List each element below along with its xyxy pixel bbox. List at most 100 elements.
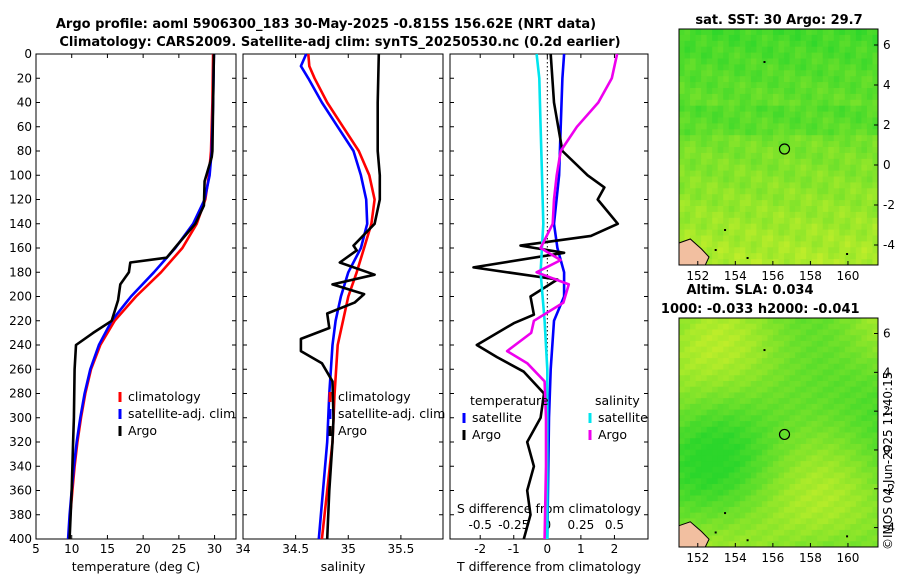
map_sst-heatmap-cell [717,247,724,254]
map_sla-heatmap-cell [723,443,730,451]
map_sst-heatmap-cell [734,111,741,118]
map_sst-heatmap-cell [800,147,807,154]
map_sla-heatmap-cell [866,375,873,382]
map_sst-heatmap-cell [706,200,713,207]
map_sst-heatmap-cell [750,52,757,59]
map_sst-heatmap-cell [712,229,719,236]
map_sla-heatmap-cell [701,409,708,416]
map_sst-heatmap-cell [706,99,713,107]
map_sla-heatmap-cell [712,421,719,428]
map_sst-heatmap-cell [734,158,741,166]
map_sst-heatmap-cell [789,182,796,189]
map_sla-heatmap-cell [772,352,779,359]
map_sla-heatmap-cell [855,518,862,525]
map_sst-heatmap-cell [817,93,824,101]
map_sla-heatmap-cell [795,386,802,393]
map_sla-heatmap-cell [828,466,835,473]
map_sla-heatmap-cell [861,421,868,428]
map_sla-heatmap-cell [750,346,757,353]
map_sst-heatmap-cell [695,188,702,195]
map_sla-heatmap-cell [844,438,851,445]
map_sst-heatmap-cell [750,88,757,95]
map_sla-heatmap-cell [695,495,702,502]
map_sst-heatmap-cell [717,76,724,83]
map_sla-heatmap-cell [745,380,752,388]
map_sst-heatmap-cell [695,82,702,89]
map_sla-heatmap-cell [723,386,730,393]
map_sla-heatmap-cell [811,346,818,353]
difference-legend-label: satellite [472,410,522,425]
map_sst-heatmap-cell [767,211,774,219]
map_sla-heatmap-cell [833,529,840,536]
map_sla-heatmap-cell [806,346,813,353]
map_sla-heatmap-cell [855,506,862,514]
map_sst-heatmap-cell [739,52,746,59]
map_sst-heatmap-cell [701,123,708,130]
map_sst-heatmap-cell [739,34,746,42]
map_sla-heatmap-cell [734,478,741,485]
map_sst-heatmap-cell [767,194,774,201]
map_sla-heatmap-cell [684,346,691,353]
map_sla-heatmap-cell [784,449,790,456]
depth-tick-label: 360 [9,484,32,498]
map_sst-heatmap-cell [739,111,746,118]
map_sla-heatmap-cell [695,346,702,353]
map_sla-heatmap-cell [855,449,862,456]
map_sst-heatmap-cell [850,64,857,71]
map_sla-heatmap-cell [706,380,713,388]
map_sla-heatmap-cell [679,489,685,496]
map_sla-heatmap-cell [712,506,719,514]
map_sst-heatmap-cell [844,88,851,95]
map_sst-heatmap-cell [839,147,846,154]
map_sla-heatmap-cell [706,323,713,330]
map_sst-heatmap-cell [828,29,835,36]
map_sst-heatmap-cell [806,123,813,130]
map_sla-heatmap-cell [684,380,691,388]
map_sla-heatmap-cell [761,438,768,445]
map_sla-heatmap-cell [750,484,757,491]
map_sst-heatmap-cell [806,247,813,254]
map_sla-heatmap-cell [739,358,746,365]
map_sst-heatmap-cell [690,147,696,154]
map_sst-heatmap-cell [866,223,873,230]
map_sla-heatmap-cell [756,380,763,388]
map_sla-heatmap-cell [684,375,691,382]
map_sst-heatmap-cell [695,99,702,107]
map_sla-heatmap-cell [861,380,868,388]
map_sla-heatmap-cell [679,392,685,399]
map_sst-heatmap-cell [784,135,790,142]
map_sla-heatmap-cell [795,346,802,353]
map_sla-heatmap-cell [739,489,746,496]
map_sla-heatmap-cell [789,449,796,456]
map_sla-heatmap-cell [756,340,763,348]
map_sla-heatmap-cell [745,335,752,342]
map_sla-heatmap-cell [866,409,873,416]
map_sla-heatmap-cell [778,398,785,405]
map_sst-heatmap-cell [811,99,818,107]
map_sst-heatmap-cell [844,200,851,207]
map_sst-heatmap-cell [789,34,796,42]
map_sst-heatmap-cell [679,147,685,154]
map_sst-heatmap-cell [745,29,752,36]
map_sla-heatmap-cell [750,392,757,399]
difference-legend-label: Argo [598,427,627,442]
map_sst-heatmap-cell [828,247,835,254]
map_sst-heatmap-cell [861,211,868,219]
map_sla-heatmap-cell [784,386,790,393]
map_sla-heatmap-cell [844,489,851,496]
map_sla-heatmap-cell [817,380,824,388]
map_sla-heatmap-cell [817,346,824,353]
map_sst-heatmap-cell [861,29,868,36]
map_sst-heatmap-cell [750,152,757,160]
map_sst-heatmap-cell [806,211,813,219]
map_sla-heatmap-cell [745,455,752,462]
map_sst-heatmap-cell [850,40,857,48]
map_sla-heatmap-cell [695,392,702,399]
map_sst-heatmap-cell [784,158,790,166]
map_sla-heatmap-cell [745,438,752,445]
map_sst-heatmap-cell [866,34,873,42]
map_sla-heatmap-cell [717,461,724,468]
credit-layer: ©IMOS 04-Jun-2025 11:40:15 [881,372,895,550]
map_sst-heatmap-cell [717,194,724,201]
map_sla-heatmap-cell [717,346,724,353]
